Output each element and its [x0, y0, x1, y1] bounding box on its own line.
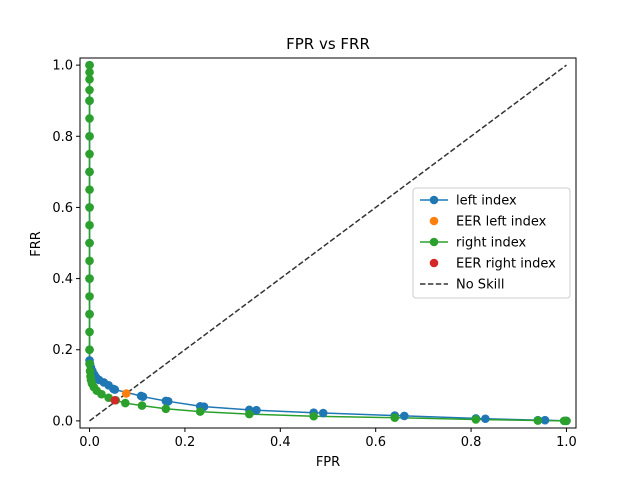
axes: 0.0 0.2 0.4 0.6 0.8 1.0 0.0 0.2 0.4 0.6 0.8 1.0	[52, 57, 577, 450]
legend-label-no-skill: No Skill	[456, 278, 504, 293]
axes-frame	[79, 57, 577, 429]
data-point-right-index	[85, 238, 94, 248]
data-point-right-index	[533, 416, 543, 425]
data-point-right-index	[85, 131, 94, 141]
data-point-right-index	[390, 413, 400, 422]
legend: left index EER left index right index EER r…	[412, 187, 571, 299]
data-point-right-index	[85, 149, 94, 159]
y-tick-label: 1.0	[52, 59, 73, 74]
y-tick-label: 0.6	[52, 201, 73, 216]
data-point-right-index	[85, 366, 95, 376]
legend-label-right-index: right index	[456, 236, 527, 251]
data-point-right-index	[85, 167, 94, 177]
x-axis-label: FPR	[316, 455, 340, 470]
x-tick-label: 0.6	[365, 435, 386, 450]
data-point-right-index	[85, 327, 94, 337]
data-point-right-index	[85, 67, 94, 77]
data-point-right-index	[559, 416, 569, 426]
data-point-right-index	[85, 203, 94, 212]
data-point-right-index	[137, 401, 147, 410]
series-line-no-skill	[89, 64, 567, 422]
data-point-right-index	[85, 60, 94, 70]
plot-area	[85, 60, 571, 426]
data-point-right-index	[85, 345, 94, 355]
data-point-right-index	[85, 256, 94, 266]
data-point-right-index	[195, 407, 205, 416]
data-point-left-index	[400, 411, 409, 421]
data-point-right-index	[85, 114, 94, 123]
data-point-right-index	[85, 85, 94, 95]
data-point-left-index	[318, 408, 328, 418]
y-tick-label: 0.4	[52, 272, 73, 287]
data-point-right-index	[85, 292, 94, 301]
legend-label-left-index: left index	[456, 194, 517, 209]
y-tick-label: 0.8	[52, 130, 73, 145]
y-tick-label: 0.2	[52, 343, 73, 358]
x-tick-label: 0.8	[461, 435, 482, 450]
chart-title: FPR vs FRR	[286, 35, 370, 53]
legend-label-eer-right-index: EER right index	[456, 257, 556, 272]
data-point-left-index	[161, 396, 171, 406]
data-point-right-index	[85, 274, 94, 283]
data-point-right-index	[85, 75, 94, 84]
legend-marker-eer-left-index	[429, 216, 439, 226]
data-point-right-index	[121, 398, 130, 408]
data-point-left-index	[481, 414, 490, 424]
data-point-left-index	[252, 405, 261, 415]
data-point-right-index	[471, 415, 481, 424]
legend-marker-right-index	[429, 237, 439, 247]
data-point-left-index	[540, 415, 550, 425]
x-tick-label: 0.2	[175, 435, 196, 450]
y-axis-label: FRR	[29, 231, 44, 257]
data-point-right-index	[161, 404, 171, 414]
data-point-right-index	[85, 309, 94, 319]
legend-label-eer-left-index: EER left index	[456, 215, 547, 230]
data-point-left-index	[136, 391, 146, 401]
legend-marker-left-index	[429, 195, 439, 205]
data-point-eer-left-index	[121, 389, 131, 398]
data-point-right-index	[309, 411, 318, 421]
legend-box	[412, 187, 571, 299]
data-point-eer-right-index	[110, 395, 120, 405]
data-point-right-index	[85, 359, 94, 369]
data-point-right-index	[245, 409, 254, 419]
x-tick-label: 0.4	[270, 435, 291, 450]
legend-marker-eer-right-index	[429, 258, 439, 268]
data-point-right-index	[85, 96, 94, 105]
data-point-right-index	[85, 185, 94, 194]
x-tick-label: 0.0	[79, 435, 100, 450]
y-tick-label: 0.0	[52, 414, 73, 429]
x-tick-label: 1.0	[556, 435, 577, 450]
data-point-right-index	[85, 220, 94, 230]
